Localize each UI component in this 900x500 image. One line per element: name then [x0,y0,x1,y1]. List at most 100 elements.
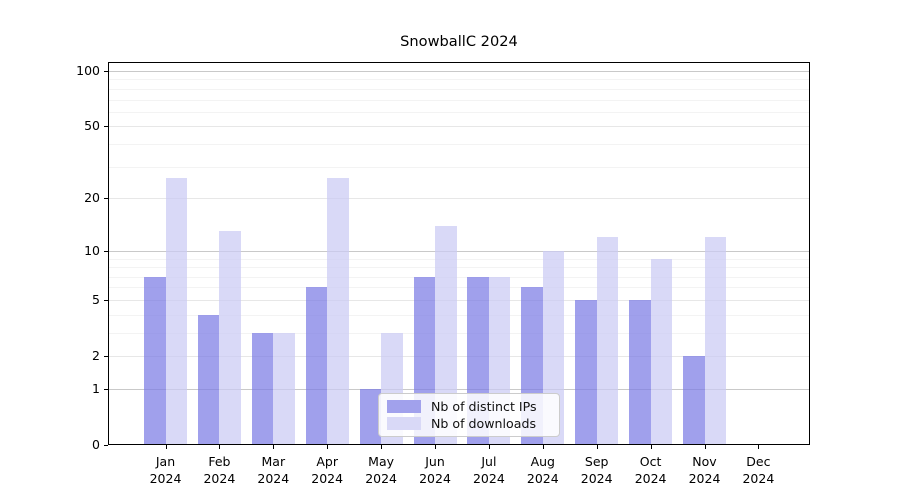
bar-distinct-ips [305,287,328,445]
legend-swatch-downloads [387,417,421,430]
bar-distinct-ips [629,299,651,445]
legend-item-downloads: Nb of downloads [387,415,551,432]
major-gridline [108,356,810,358]
x-tick-month: Apr [316,454,338,469]
x-tick-year: 2024 [742,471,775,486]
x-tick-label: Apr 2024 [299,453,355,487]
x-tick-label: Mar 2024 [245,453,301,487]
minor-gridline [108,166,810,168]
bar-distinct-ips [359,389,382,445]
bar-downloads [596,237,619,445]
x-tick-mark [596,445,598,449]
bar-downloads [435,225,457,445]
x-tick-month: Dec [746,454,771,469]
x-tick-mark [381,445,383,449]
x-tick-label: May 2024 [353,453,409,487]
x-tick-year: 2024 [149,471,182,486]
bar-downloads [704,237,726,445]
x-tick-mark [704,445,706,449]
y-tick-mark [104,445,108,447]
x-tick-month: Oct [639,454,662,469]
bar-downloads [650,258,673,445]
minor-gridline [108,144,810,146]
x-tick-month: Jul [481,454,497,469]
x-tick-mark [435,445,436,449]
bar-distinct-ips [575,299,597,445]
x-tick-year: 2024 [688,471,721,486]
bar-downloads [273,332,295,445]
x-tick-label: Dec 2024 [730,453,786,487]
x-tick-year: 2024 [419,471,451,486]
y-tick-label: 2 [92,348,100,364]
minor-gridline [108,332,810,334]
y-tick-mark [104,70,108,72]
major-gridline [108,126,810,128]
y-tick-mark [104,250,108,252]
x-tick-mark [165,445,167,449]
x-tick-label: Feb 2024 [191,453,247,487]
minor-gridline [108,258,810,260]
bar-distinct-ips [251,332,274,445]
power-gridline [108,250,810,252]
major-gridline [108,198,810,200]
major-gridline [108,299,810,301]
x-tick-year: 2024 [634,471,667,486]
bar-distinct-ips [197,314,220,445]
chart-title: SnowballC 2024 [400,33,518,50]
power-gridline [108,389,810,391]
y-tick-label: 0 [92,437,100,453]
x-tick-month: May [368,454,395,469]
x-tick-mark [488,445,490,449]
x-tick-label: Sep 2024 [569,453,625,487]
plot-frame [108,62,810,445]
x-tick-month: Sep [584,454,609,469]
legend-item-distinct-ips: Nb of distinct IPs [387,398,551,415]
y-tick-mark [104,198,108,200]
x-tick-month: Nov [692,454,717,469]
minor-gridline [108,287,810,289]
x-tick-label: Nov 2024 [677,453,733,487]
legend-swatch-distinct-ips [387,400,421,413]
x-tick-label: Jul 2024 [461,453,517,487]
x-tick-label: Aug 2024 [515,453,571,487]
y-tick-label: 10 [84,242,100,258]
y-tick-label: 50 [84,118,100,134]
x-tick-mark [758,445,760,449]
minor-gridline [108,276,810,278]
y-tick-label: 5 [92,291,100,307]
x-tick-year: 2024 [365,471,397,486]
x-tick-label: Jan 2024 [138,453,194,487]
bar-downloads [165,177,187,445]
x-tick-label: Jun 2024 [407,453,463,487]
y-tick-mark [104,126,108,128]
minor-gridline [108,79,810,81]
legend-label-downloads: Nb of downloads [431,416,537,431]
minor-gridline [108,314,810,316]
bar-downloads [327,177,349,445]
legend: Nb of distinct IPs Nb of downloads [378,393,560,437]
x-tick-month: Mar [261,454,286,469]
x-tick-label: Oct 2024 [623,453,679,487]
y-tick-label: 20 [84,190,100,206]
x-tick-month: Jan [155,454,176,469]
x-tick-mark [650,445,652,449]
bar-downloads [219,231,241,445]
minor-gridline [108,111,810,113]
x-tick-month: Jun [425,454,445,469]
legend-label-distinct-ips: Nb of distinct IPs [431,399,537,414]
bar-distinct-ips [144,276,166,445]
minor-gridline [108,267,810,269]
y-tick-mark [104,356,108,358]
minor-gridline [108,88,810,90]
y-tick-mark [104,389,108,391]
x-tick-year: 2024 [257,471,290,486]
minor-gridline [108,99,810,101]
x-tick-month: Feb [208,454,231,469]
x-tick-mark [219,445,221,449]
x-tick-mark [273,445,275,449]
power-gridline [108,70,810,72]
x-tick-year: 2024 [203,471,236,486]
x-tick-mark [327,445,329,449]
y-tick-mark [104,299,108,301]
